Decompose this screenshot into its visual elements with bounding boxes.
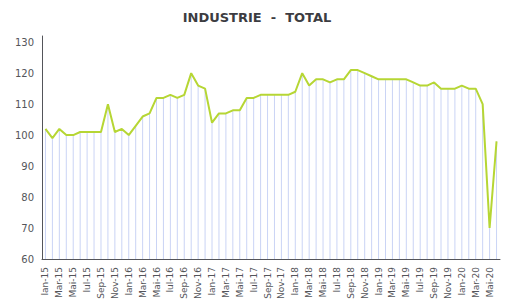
svg-text:Ian-20: Ian-20 (457, 267, 467, 296)
svg-text:Nov-16: Nov-16 (193, 267, 203, 299)
svg-text:Sep-17: Sep-17 (263, 267, 273, 299)
svg-text:Mar-19: Mar-19 (387, 267, 397, 298)
svg-text:Nov-17: Nov-17 (276, 267, 286, 299)
svg-text:Mar-17: Mar-17 (221, 267, 231, 298)
svg-text:Iul-18: Iul-18 (332, 267, 342, 293)
svg-text:Ian-19: Ian-19 (374, 267, 384, 296)
svg-text:Ian-17: Ian-17 (207, 267, 217, 296)
svg-text:INDUSTRIE - TOTAL: INDUSTRIE - TOTAL (183, 10, 332, 25)
svg-text:Sep-19: Sep-19 (429, 267, 439, 299)
svg-text:Mai-15: Mai-15 (68, 267, 78, 297)
svg-text:110: 110 (15, 99, 34, 110)
svg-text:Mar-20: Mar-20 (471, 267, 481, 298)
svg-text:Sep-15: Sep-15 (96, 267, 106, 299)
svg-text:Mar-18: Mar-18 (304, 267, 314, 298)
svg-text:90: 90 (21, 161, 34, 172)
svg-text:100: 100 (15, 130, 34, 141)
svg-text:130: 130 (15, 37, 34, 48)
svg-text:60: 60 (21, 254, 34, 265)
svg-text:70: 70 (21, 223, 34, 234)
svg-text:Ian-16: Ian-16 (124, 267, 134, 296)
svg-text:Mai-16: Mai-16 (152, 267, 162, 298)
svg-text:Iul-17: Iul-17 (249, 267, 259, 293)
svg-text:Mai-17: Mai-17 (235, 267, 245, 297)
svg-text:Mai-19: Mai-19 (401, 267, 411, 298)
svg-text:Sep-16: Sep-16 (179, 267, 189, 299)
svg-text:Mai-18: Mai-18 (318, 267, 328, 298)
svg-text:Nov-19: Nov-19 (443, 267, 453, 299)
svg-text:Iul-19: Iul-19 (415, 267, 425, 293)
svg-text:Mar-15: Mar-15 (54, 267, 64, 298)
svg-text:Mai-20: Mai-20 (485, 267, 495, 298)
svg-text:120: 120 (15, 68, 34, 79)
svg-text:Ian-15: Ian-15 (40, 267, 50, 296)
svg-text:Ian-18: Ian-18 (290, 267, 300, 296)
svg-text:Nov-15: Nov-15 (110, 267, 120, 299)
svg-text:Sep-18: Sep-18 (346, 267, 356, 299)
svg-text:80: 80 (21, 192, 34, 203)
svg-text:Mar-16: Mar-16 (138, 267, 148, 298)
svg-text:Iul-15: Iul-15 (82, 267, 92, 293)
svg-text:Nov-18: Nov-18 (360, 267, 370, 299)
svg-text:Iul-16: Iul-16 (165, 267, 175, 293)
